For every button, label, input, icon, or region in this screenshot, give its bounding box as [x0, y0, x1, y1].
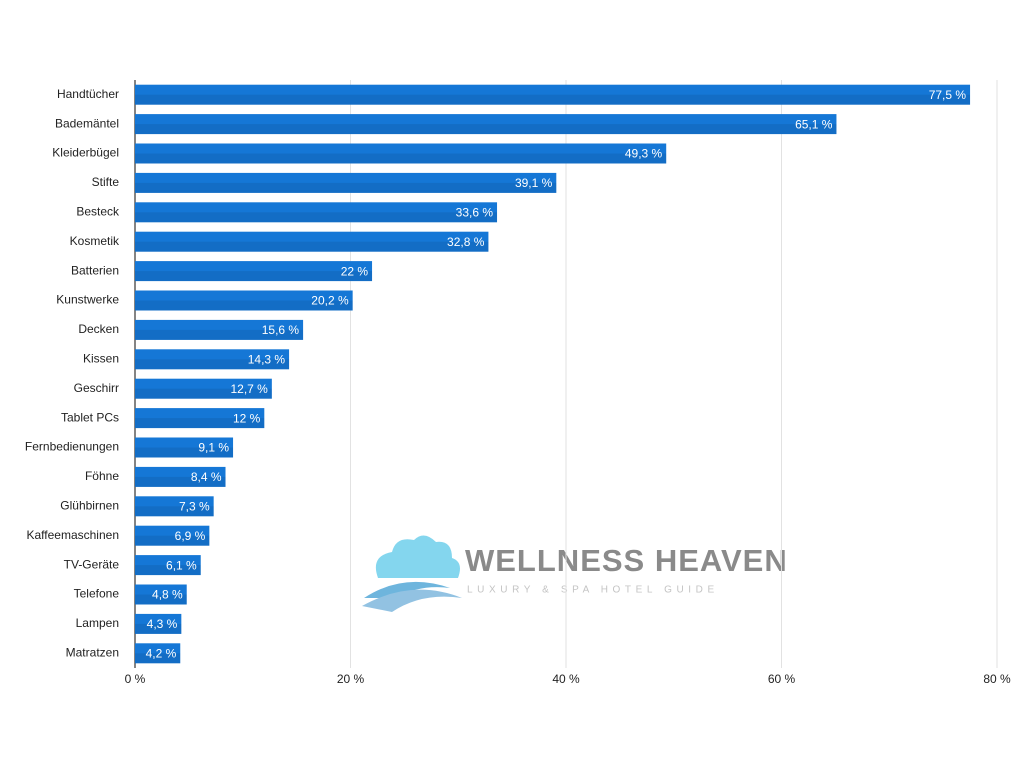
bar-shade [135, 300, 353, 311]
value-label: 9,1 % [198, 441, 229, 455]
y-tick-label: Lampen [76, 616, 119, 630]
watermark-title: WELLNESS HEAVEN [465, 543, 788, 578]
bar-shade [135, 212, 498, 223]
bar [135, 555, 201, 576]
y-tick-label: Geschirr [74, 381, 119, 395]
bar [135, 114, 837, 135]
y-tick-label: Besteck [76, 204, 120, 218]
x-tick-label: 0 % [125, 672, 146, 686]
x-tick-label: 60 % [768, 672, 796, 686]
bar [135, 613, 182, 634]
bar-shade [135, 359, 290, 370]
bar [135, 349, 290, 370]
bar-shade [135, 623, 182, 634]
y-tick-label: Kunstwerke [56, 293, 119, 307]
bar [135, 437, 234, 458]
value-label: 6,1 % [166, 558, 197, 572]
y-tick-label: Föhne [85, 469, 119, 483]
value-label: 4,2 % [146, 646, 177, 660]
watermark-subtitle: LUXURY & SPA HOTEL GUIDE [467, 585, 719, 596]
y-tick-label: Tablet PCs [61, 410, 119, 424]
x-tick-label: 40 % [552, 672, 580, 686]
y-tick-label: Matratzen [66, 645, 119, 659]
bar [135, 172, 557, 193]
y-tick-label: Bademäntel [55, 116, 119, 130]
y-tick-label: Kosmetik [70, 234, 120, 248]
bar [135, 408, 265, 429]
value-label: 49,3 % [625, 147, 663, 161]
bar-shade [135, 565, 201, 576]
y-tick-label: Kissen [83, 351, 119, 365]
bar-shade [135, 506, 214, 517]
y-tick-label: Stifte [92, 175, 120, 189]
bar [135, 466, 226, 487]
x-tick-label: 80 % [983, 672, 1011, 686]
bar-shade [135, 476, 226, 487]
y-tick-label: Kleiderbügel [52, 146, 119, 160]
bar-shade [135, 94, 971, 105]
bar [135, 643, 181, 664]
value-label: 14,3 % [248, 352, 286, 366]
bar [135, 143, 667, 164]
bar [135, 584, 187, 605]
y-tick-label: Batterien [71, 263, 119, 277]
bar [135, 319, 304, 340]
bar [135, 525, 210, 546]
value-label: 6,9 % [175, 529, 206, 543]
bar-shade [135, 241, 489, 252]
bar-shade [135, 153, 667, 164]
value-label: 12,7 % [230, 382, 268, 396]
bar-shade [135, 271, 373, 282]
bar-shade [135, 418, 265, 429]
bar-shade [135, 388, 272, 399]
value-label: 4,3 % [147, 617, 178, 631]
bar-shade [135, 535, 210, 546]
x-tick-label: 20 % [337, 672, 365, 686]
bar [135, 378, 272, 399]
value-label: 33,6 % [456, 205, 494, 219]
value-label: 32,8 % [447, 235, 485, 249]
watermark-logo [362, 535, 462, 612]
y-tick-label: Decken [78, 322, 119, 336]
value-label: 39,1 % [515, 176, 553, 190]
y-tick-label: TV-Geräte [64, 557, 120, 571]
y-tick-label: Kaffeemaschinen [26, 528, 119, 542]
value-label: 7,3 % [179, 499, 210, 513]
bar-shade [135, 182, 557, 193]
bar-shade [135, 653, 181, 664]
bar [135, 84, 971, 105]
value-label: 15,6 % [262, 323, 300, 337]
y-tick-label: Handtücher [57, 87, 119, 101]
bar [135, 290, 353, 311]
value-label: 8,4 % [191, 470, 222, 484]
value-label: 22 % [341, 264, 369, 278]
value-label: 20,2 % [311, 294, 349, 308]
value-label: 65,1 % [795, 117, 833, 131]
y-tick-label: Glühbirnen [60, 498, 119, 512]
y-tick-label: Fernbedienungen [25, 440, 119, 454]
bar [135, 261, 373, 282]
bar [135, 202, 498, 223]
bar-shade [135, 447, 234, 458]
value-label: 77,5 % [929, 88, 967, 102]
bar [135, 231, 489, 252]
bar-shade [135, 594, 187, 605]
value-label: 4,8 % [152, 588, 183, 602]
value-label: 12 % [233, 411, 261, 425]
bar [135, 496, 214, 517]
bar-shade [135, 329, 304, 340]
bar-shade [135, 124, 837, 135]
y-tick-label: Telefone [74, 587, 120, 601]
